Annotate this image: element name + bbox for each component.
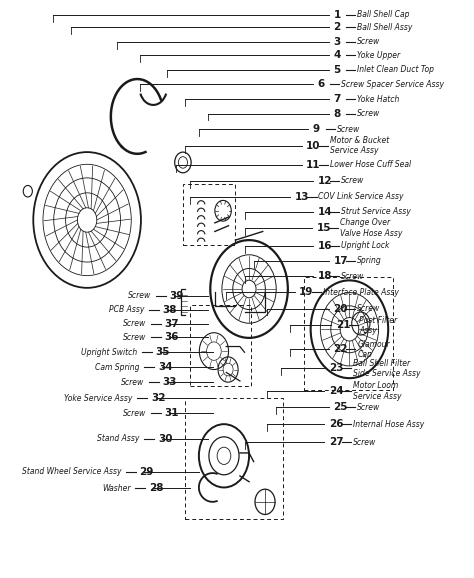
Text: 12: 12	[318, 176, 332, 186]
Text: Screw: Screw	[337, 125, 360, 134]
Text: Ball Shell Cap: Ball Shell Cap	[357, 10, 410, 19]
Text: Screw: Screw	[341, 176, 365, 186]
Text: Post Filter
Assy: Post Filter Assy	[359, 316, 398, 335]
Text: 9: 9	[313, 124, 320, 134]
Text: 33: 33	[163, 377, 177, 387]
Bar	[304, 277, 393, 390]
Text: Screw: Screw	[357, 403, 381, 412]
Text: 4: 4	[334, 50, 341, 61]
Text: Ball Shell Assy: Ball Shell Assy	[357, 23, 412, 32]
Text: 23: 23	[329, 364, 343, 373]
Text: 24: 24	[329, 386, 344, 396]
Text: Upright Switch: Upright Switch	[81, 348, 137, 357]
Text: Screw Spacer Service Assy: Screw Spacer Service Assy	[341, 80, 444, 88]
Text: Screw: Screw	[353, 438, 376, 447]
Text: Internal Hose Assy: Internal Hose Assy	[353, 420, 424, 429]
Text: Motor Loom
Service Assy: Motor Loom Service Assy	[353, 381, 401, 401]
Text: 35: 35	[155, 347, 170, 357]
Text: Glamour
Cap: Glamour Cap	[357, 340, 390, 359]
Text: COV Link Service Assy: COV Link Service Assy	[319, 192, 404, 202]
Bar	[190, 305, 251, 386]
Text: 16: 16	[318, 241, 332, 251]
Text: 31: 31	[164, 408, 179, 418]
Text: Stand Assy: Stand Assy	[97, 434, 139, 443]
Text: 39: 39	[169, 291, 183, 301]
Text: Screw: Screw	[341, 272, 365, 281]
Text: 6: 6	[318, 79, 325, 89]
Text: Screw: Screw	[121, 377, 144, 387]
Text: 15: 15	[317, 223, 331, 233]
Text: 34: 34	[158, 362, 173, 372]
Text: Yoke Upper: Yoke Upper	[357, 51, 401, 60]
Text: 2: 2	[334, 23, 341, 32]
Text: 8: 8	[334, 109, 341, 118]
Text: Inlet Clean Duct Top: Inlet Clean Duct Top	[357, 65, 434, 75]
Text: Screw: Screw	[357, 109, 381, 118]
Text: 1: 1	[334, 10, 341, 20]
Text: PCB Assy: PCB Assy	[109, 305, 144, 314]
Text: 28: 28	[149, 483, 163, 493]
Text: Motor & Bucket
Service Assy: Motor & Bucket Service Assy	[330, 136, 389, 155]
Text: Screw: Screw	[123, 409, 146, 418]
Text: 36: 36	[164, 332, 179, 342]
Text: Yoke Service Assy: Yoke Service Assy	[64, 394, 133, 403]
Text: 7: 7	[334, 94, 341, 104]
Text: 32: 32	[151, 393, 165, 403]
Text: Strut Service Assy: Strut Service Assy	[341, 208, 411, 216]
Text: Screw: Screw	[123, 333, 146, 342]
Text: 10: 10	[306, 141, 320, 151]
Text: 20: 20	[334, 303, 348, 313]
Text: 38: 38	[163, 305, 177, 314]
Text: 27: 27	[329, 437, 344, 447]
Text: 22: 22	[334, 344, 348, 354]
Text: 13: 13	[295, 192, 309, 202]
Text: Yoke Hatch: Yoke Hatch	[357, 95, 400, 103]
Text: Screw: Screw	[128, 291, 151, 301]
Text: 37: 37	[164, 318, 179, 328]
Text: Cam Spring: Cam Spring	[95, 363, 139, 372]
Text: Spring: Spring	[357, 256, 382, 265]
Text: Lower Hose Cuff Seal: Lower Hose Cuff Seal	[330, 160, 411, 169]
Text: Screw: Screw	[357, 304, 381, 313]
Text: Screw: Screw	[357, 37, 381, 46]
Text: 26: 26	[329, 419, 343, 429]
Text: Washer: Washer	[102, 484, 130, 492]
Text: 30: 30	[158, 434, 173, 443]
Text: 19: 19	[299, 287, 314, 298]
Bar	[183, 184, 236, 244]
Text: 21: 21	[336, 320, 350, 330]
Text: 14: 14	[318, 207, 332, 217]
Text: 5: 5	[334, 65, 341, 75]
Text: 17: 17	[334, 256, 348, 266]
Text: 18: 18	[318, 271, 332, 281]
Text: Stand Wheel Service Assy: Stand Wheel Service Assy	[22, 468, 121, 476]
Text: 3: 3	[334, 36, 341, 47]
Text: 25: 25	[334, 402, 348, 413]
Text: Upright Lock: Upright Lock	[341, 242, 390, 250]
Bar	[185, 398, 283, 519]
Text: Interface Plate Assy: Interface Plate Assy	[323, 288, 399, 297]
Text: Screw: Screw	[123, 319, 146, 328]
Text: 29: 29	[139, 467, 154, 477]
Text: 11: 11	[306, 160, 320, 170]
Text: Ball Shell Filter
Side Service Assy: Ball Shell Filter Side Service Assy	[353, 359, 420, 378]
Text: Change Over
Valve Hose Assy: Change Over Valve Hose Assy	[340, 218, 403, 238]
